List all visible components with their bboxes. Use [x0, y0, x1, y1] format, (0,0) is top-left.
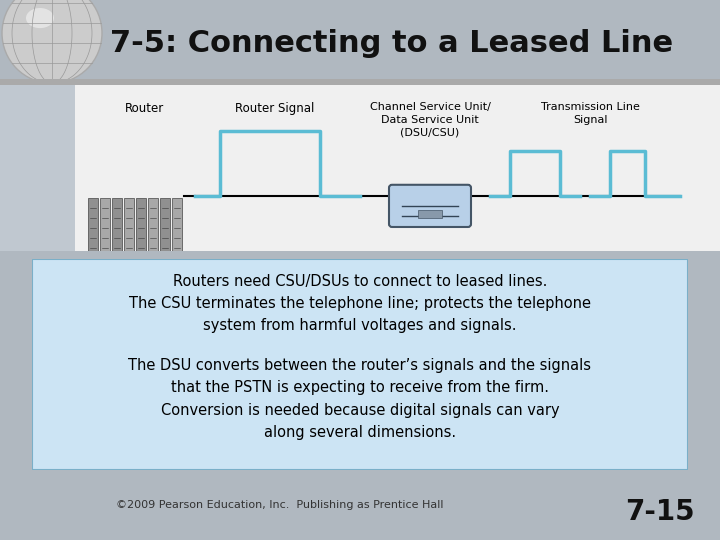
Text: Router: Router [125, 103, 165, 116]
Ellipse shape [26, 8, 54, 28]
Text: 7-15: 7-15 [625, 498, 695, 526]
Bar [148, 198, 158, 256]
Text: 7-5: Connecting to a Leased Line: 7-5: Connecting to a Leased Line [110, 29, 673, 58]
Text: ©2009 Pearson Education, Inc.  Publishing as Prentice Hall: ©2009 Pearson Education, Inc. Publishing… [116, 500, 444, 510]
Bar [172, 198, 182, 256]
Bar [124, 198, 134, 256]
Bar [418, 210, 442, 218]
Text: Transmission Line
Signal: Transmission Line Signal [541, 103, 639, 125]
Text: Routers need CSU/DSUs to connect to leased lines.
The CSU terminates the telepho: Routers need CSU/DSUs to connect to leas… [129, 274, 591, 333]
Circle shape [2, 0, 102, 83]
FancyBboxPatch shape [389, 185, 471, 227]
Bar [0, 85, 75, 251]
Bar [88, 198, 98, 256]
Bar [100, 198, 110, 256]
Text: Channel Service Unit/
Data Service Unit
(DSU/CSU): Channel Service Unit/ Data Service Unit … [369, 103, 490, 137]
Text: The DSU converts between the router’s signals and the signals
that the PSTN is e: The DSU converts between the router’s si… [128, 358, 592, 440]
Bar [75, 85, 720, 251]
FancyBboxPatch shape [32, 259, 688, 470]
Bar [160, 198, 170, 256]
Bar [112, 198, 122, 256]
Bar [0, 79, 720, 85]
Bar [136, 198, 146, 256]
Text: Router Signal: Router Signal [235, 103, 315, 116]
